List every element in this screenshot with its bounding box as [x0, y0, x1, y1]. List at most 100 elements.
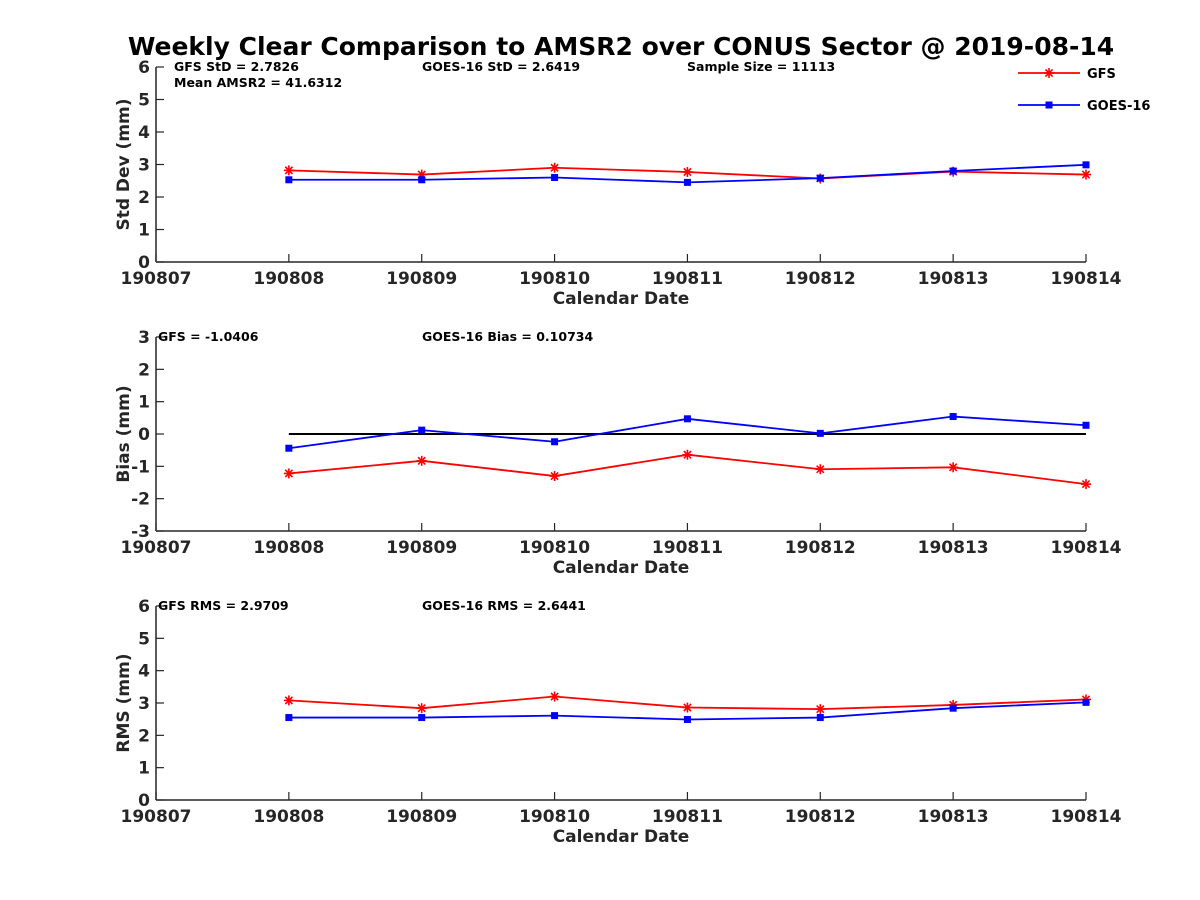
- y-axis-label: RMS (mm): [114, 653, 134, 752]
- stat-annotation: GOES-16 RMS = 2.6441: [422, 598, 586, 613]
- data-point: [949, 167, 957, 175]
- data-point: [1081, 479, 1091, 490]
- data-point: [551, 712, 559, 720]
- data-point: [418, 714, 426, 722]
- y-tick-label: -1: [131, 457, 150, 477]
- y-tick-label: -2: [131, 490, 150, 510]
- series-goes-16: [285, 413, 1090, 452]
- data-point: [1082, 421, 1090, 429]
- chart-legend: GFS GOES-16: [1018, 67, 1150, 114]
- x-tick-label: 190814: [1051, 269, 1122, 289]
- panel-3: 0 1 2 3 4 5 6 190807 190808 190809 190810 190811 190…: [114, 597, 1122, 847]
- x-tick-label: 190810: [519, 269, 590, 289]
- y-tick-label: 0: [138, 425, 150, 445]
- x-tick-label: 190810: [519, 807, 590, 827]
- stat-annotation: GFS RMS = 2.9709: [158, 598, 289, 613]
- legend-label: GFS: [1087, 67, 1116, 82]
- x-axis-label: Calendar Date: [553, 289, 690, 309]
- series-goes-16: [285, 161, 1090, 186]
- x-tick-label: 190812: [785, 538, 856, 558]
- stat-annotation: GOES-16 StD = 2.6419: [422, 59, 580, 74]
- data-point: [949, 704, 957, 712]
- chart-title: Weekly Clear Comparison to AMSR2 over CO…: [128, 32, 1114, 61]
- data-point: [418, 176, 426, 184]
- legend-label: GOES-16: [1087, 99, 1150, 114]
- data-point: [1082, 698, 1090, 706]
- data-point: [816, 429, 824, 437]
- series-goes-16: [285, 698, 1090, 723]
- legend-item-goes-16: GOES-16: [1018, 99, 1150, 114]
- data-point: [551, 438, 559, 446]
- y-tick-label: 3: [138, 156, 150, 176]
- data-point: [682, 166, 693, 177]
- data-point: [551, 174, 559, 181]
- series-gfs: [283, 449, 1091, 490]
- x-tick-label: 190814: [1051, 538, 1122, 558]
- data-point: [285, 714, 293, 722]
- stat-annotation: GFS = -1.0406: [158, 329, 259, 344]
- data-point: [816, 174, 824, 182]
- panel-2: -3 -2 -1 0 1 2 3 190807 190808 190809 190810 190811…: [114, 328, 1122, 578]
- x-tick-label: 190808: [253, 807, 324, 827]
- data-point: [815, 464, 826, 475]
- x-tick-label: 190809: [386, 538, 457, 558]
- x-tick-label: 190814: [1051, 807, 1122, 827]
- y-tick-label: 1: [138, 759, 150, 779]
- data-point: [283, 695, 294, 706]
- y-tick-label: 5: [138, 91, 150, 111]
- y-tick-label: 4: [138, 662, 150, 682]
- y-tick-label: 4: [138, 123, 150, 143]
- chart-panels: 0 1 2 3 4 5 6 190807 190808 190809 190810 190811 190…: [114, 58, 1122, 847]
- x-tick-label: 190813: [918, 807, 989, 827]
- y-tick-label: 1: [138, 221, 150, 241]
- stat-annotation: Mean AMSR2 = 41.6312: [174, 75, 342, 90]
- legend-marker: [1045, 101, 1053, 109]
- data-point: [1081, 169, 1091, 180]
- legend-marker: [1044, 68, 1054, 78]
- legend-item-gfs: GFS: [1018, 67, 1116, 82]
- x-tick-label: 190807: [121, 538, 192, 558]
- data-point: [683, 178, 691, 186]
- x-tick-label: 190810: [519, 538, 590, 558]
- data-point: [549, 162, 560, 173]
- x-tick-label: 190807: [121, 269, 192, 289]
- x-tick-label: 190811: [652, 269, 723, 289]
- x-tick-label: 190813: [918, 269, 989, 289]
- y-tick-label: 6: [138, 597, 150, 617]
- x-tick-label: 190807: [121, 807, 192, 827]
- data-point: [683, 415, 691, 423]
- data-point: [285, 176, 293, 184]
- data-point: [416, 703, 427, 714]
- data-point: [283, 468, 294, 479]
- data-point: [683, 715, 691, 723]
- data-point: [549, 471, 560, 482]
- stat-annotation: Sample Size = 11113: [687, 59, 835, 74]
- data-point: [283, 165, 294, 176]
- data-point: [416, 455, 427, 466]
- x-tick-label: 190809: [386, 269, 457, 289]
- y-tick-label: 0: [138, 253, 150, 273]
- x-tick-label: 190811: [652, 807, 723, 827]
- x-axis-label: Calendar Date: [553, 558, 690, 578]
- y-tick-label: 3: [138, 694, 150, 714]
- y-tick-label: 6: [138, 58, 150, 78]
- data-point: [682, 449, 693, 460]
- x-axis-label: Calendar Date: [553, 827, 690, 847]
- x-tick-label: 190812: [785, 269, 856, 289]
- x-tick-label: 190808: [253, 269, 324, 289]
- series-gfs: [283, 691, 1091, 715]
- y-axis-label: Bias (mm): [114, 385, 134, 482]
- y-tick-label: 2: [138, 360, 150, 380]
- y-tick-label: 3: [138, 328, 150, 348]
- panel-1: 0 1 2 3 4 5 6 190807 190808 190809 190810 190811 190…: [114, 58, 1122, 309]
- data-point: [549, 691, 560, 702]
- x-tick-label: 190812: [785, 807, 856, 827]
- data-point: [948, 462, 959, 473]
- stat-annotation: GFS StD = 2.7826: [174, 59, 299, 74]
- x-tick-label: 190813: [918, 538, 989, 558]
- y-tick-label: 0: [138, 791, 150, 811]
- stat-annotation: GOES-16 Bias = 0.10734: [422, 329, 593, 344]
- data-point: [682, 702, 693, 713]
- data-point: [1082, 161, 1090, 169]
